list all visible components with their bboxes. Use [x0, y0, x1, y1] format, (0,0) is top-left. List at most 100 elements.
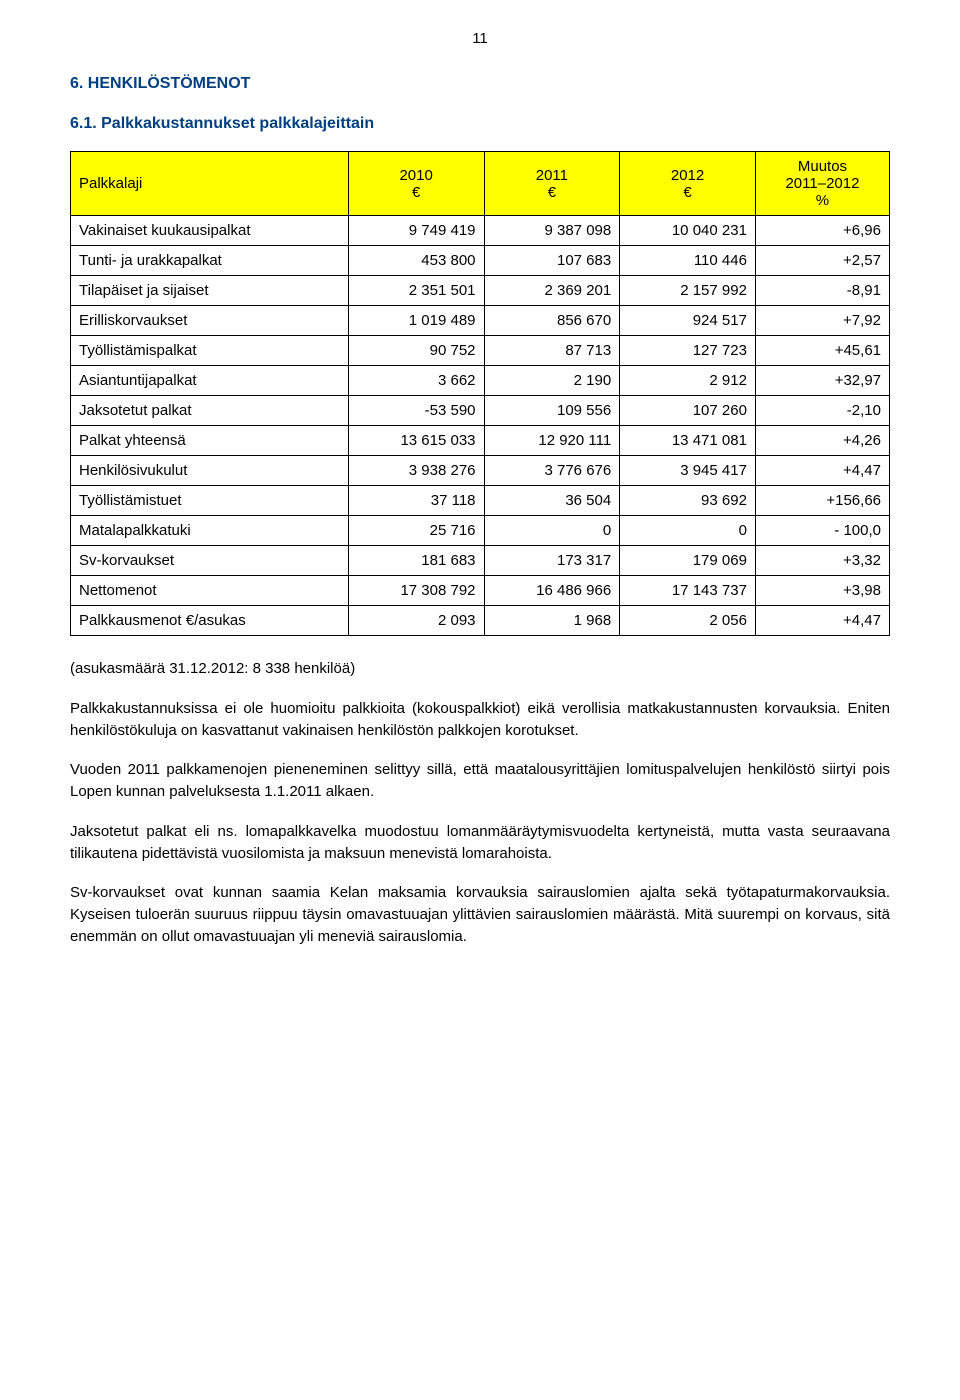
cell-value: 2 190 — [484, 366, 620, 396]
cell-value: +2,57 — [755, 246, 889, 276]
cell-value: -2,10 — [755, 396, 889, 426]
table-row: Työllistämispalkat90 75287 713127 723+45… — [71, 336, 890, 366]
paragraphs-container: (asukasmäärä 31.12.2012: 8 338 henkilöä)… — [70, 658, 890, 948]
cell-value: +7,92 — [755, 306, 889, 336]
cell-value: 453 800 — [348, 246, 484, 276]
table-row: Erilliskorvaukset1 019 489856 670924 517… — [71, 306, 890, 336]
cell-value: 12 920 111 — [484, 426, 620, 456]
cell-value: +6,96 — [755, 216, 889, 246]
cell-value: +3,32 — [755, 546, 889, 576]
cell-value: 93 692 — [620, 486, 756, 516]
cell-label: Matalapalkkatuki — [71, 516, 349, 546]
cell-label: Työllistämistuet — [71, 486, 349, 516]
cell-label: Palkkausmenot €/asukas — [71, 606, 349, 636]
cell-value: 110 446 — [620, 246, 756, 276]
page-number: 11 — [70, 30, 890, 47]
cell-value: 87 713 — [484, 336, 620, 366]
cell-value: 179 069 — [620, 546, 756, 576]
paragraph: Vuoden 2011 palkkamenojen pieneneminen s… — [70, 759, 890, 803]
cell-value: 181 683 — [348, 546, 484, 576]
cell-value: 2 093 — [348, 606, 484, 636]
cell-value: - 100,0 — [755, 516, 889, 546]
cell-value: 1 019 489 — [348, 306, 484, 336]
cell-label: Henkilösivukulut — [71, 456, 349, 486]
col-header-label: Palkkalaji — [71, 152, 349, 216]
cell-value: 2 351 501 — [348, 276, 484, 306]
cell-label: Palkat yhteensä — [71, 426, 349, 456]
cell-value: 0 — [484, 516, 620, 546]
document-page: 11 6. HENKILÖSTÖMENOT 6.1. Palkkakustann… — [0, 0, 960, 1006]
cell-value: 0 — [620, 516, 756, 546]
cell-label: Työllistämispalkat — [71, 336, 349, 366]
cell-value: 2 369 201 — [484, 276, 620, 306]
cell-value: +4,47 — [755, 456, 889, 486]
cell-value: +4,47 — [755, 606, 889, 636]
cell-value: +4,26 — [755, 426, 889, 456]
cell-value: +3,98 — [755, 576, 889, 606]
table-row: Henkilösivukulut3 938 2763 776 6763 945 … — [71, 456, 890, 486]
cell-value: 3 945 417 — [620, 456, 756, 486]
table-row: Matalapalkkatuki25 71600- 100,0 — [71, 516, 890, 546]
table-row: Sv-korvaukset181 683173 317179 069+3,32 — [71, 546, 890, 576]
cell-value: 37 118 — [348, 486, 484, 516]
table-row: Tunti- ja urakkapalkat453 800107 683110 … — [71, 246, 890, 276]
paragraph: Palkkakustannuksissa ei ole huomioitu pa… — [70, 698, 890, 742]
cell-value: +32,97 — [755, 366, 889, 396]
cell-value: +45,61 — [755, 336, 889, 366]
paragraph: Sv-korvaukset ovat kunnan saamia Kelan m… — [70, 882, 890, 947]
cell-value: 90 752 — [348, 336, 484, 366]
cell-value: 3 938 276 — [348, 456, 484, 486]
paragraph: (asukasmäärä 31.12.2012: 8 338 henkilöä) — [70, 658, 890, 680]
cell-value: 924 517 — [620, 306, 756, 336]
col-header-2010: 2010€ — [348, 152, 484, 216]
cell-label: Tunti- ja urakkapalkat — [71, 246, 349, 276]
table-row: Jaksotetut palkat-53 590109 556107 260-2… — [71, 396, 890, 426]
cell-label: Vakinaiset kuukausipalkat — [71, 216, 349, 246]
cell-label: Sv-korvaukset — [71, 546, 349, 576]
cell-value: 1 968 — [484, 606, 620, 636]
table-row: Työllistämistuet37 11836 50493 692+156,6… — [71, 486, 890, 516]
cell-value: 9 387 098 — [484, 216, 620, 246]
col-header-change: Muutos2011–2012% — [755, 152, 889, 216]
table-row: Palkkausmenot €/asukas2 0931 9682 056+4,… — [71, 606, 890, 636]
cell-value: 17 143 737 — [620, 576, 756, 606]
table-row: Palkat yhteensä13 615 03312 920 11113 47… — [71, 426, 890, 456]
col-header-2012: 2012€ — [620, 152, 756, 216]
cell-value: 3 776 676 — [484, 456, 620, 486]
cell-value: -53 590 — [348, 396, 484, 426]
table-row: Asiantuntijapalkat3 6622 1902 912+32,97 — [71, 366, 890, 396]
cell-value: 856 670 — [484, 306, 620, 336]
cell-value: 25 716 — [348, 516, 484, 546]
table-row: Nettomenot17 308 79216 486 96617 143 737… — [71, 576, 890, 606]
cell-value: 10 040 231 — [620, 216, 756, 246]
heading-main: 6. HENKILÖSTÖMENOT — [70, 75, 890, 93]
cell-label: Asiantuntijapalkat — [71, 366, 349, 396]
cell-value: 17 308 792 — [348, 576, 484, 606]
cell-value: 13 615 033 — [348, 426, 484, 456]
paragraph: Jaksotetut palkat eli ns. lomapalkkavelk… — [70, 821, 890, 865]
salary-table: Palkkalaji 2010€ 2011€ 2012€ Muutos2011–… — [70, 151, 890, 636]
col-header-2011: 2011€ — [484, 152, 620, 216]
table-row: Vakinaiset kuukausipalkat9 749 4199 387 … — [71, 216, 890, 246]
table-body: Vakinaiset kuukausipalkat9 749 4199 387 … — [71, 216, 890, 636]
cell-value: 127 723 — [620, 336, 756, 366]
cell-value: +156,66 — [755, 486, 889, 516]
cell-value: 16 486 966 — [484, 576, 620, 606]
cell-value: 2 157 992 — [620, 276, 756, 306]
cell-label: Tilapäiset ja sijaiset — [71, 276, 349, 306]
cell-value: -8,91 — [755, 276, 889, 306]
cell-value: 13 471 081 — [620, 426, 756, 456]
cell-label: Jaksotetut palkat — [71, 396, 349, 426]
cell-value: 173 317 — [484, 546, 620, 576]
table-header: Palkkalaji 2010€ 2011€ 2012€ Muutos2011–… — [71, 152, 890, 216]
cell-value: 107 260 — [620, 396, 756, 426]
cell-value: 107 683 — [484, 246, 620, 276]
heading-sub: 6.1. Palkkakustannukset palkkalajeittain — [70, 115, 890, 133]
cell-value: 109 556 — [484, 396, 620, 426]
cell-label: Erilliskorvaukset — [71, 306, 349, 336]
cell-label: Nettomenot — [71, 576, 349, 606]
cell-value: 9 749 419 — [348, 216, 484, 246]
table-row: Tilapäiset ja sijaiset2 351 5012 369 201… — [71, 276, 890, 306]
cell-value: 2 056 — [620, 606, 756, 636]
cell-value: 3 662 — [348, 366, 484, 396]
